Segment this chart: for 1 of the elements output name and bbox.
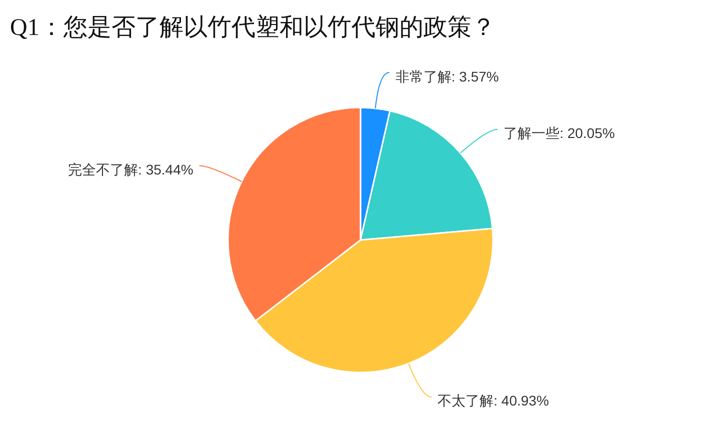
title: Q1：您是否了解以竹代塑和以竹代钢的政策？ <box>10 15 496 41</box>
